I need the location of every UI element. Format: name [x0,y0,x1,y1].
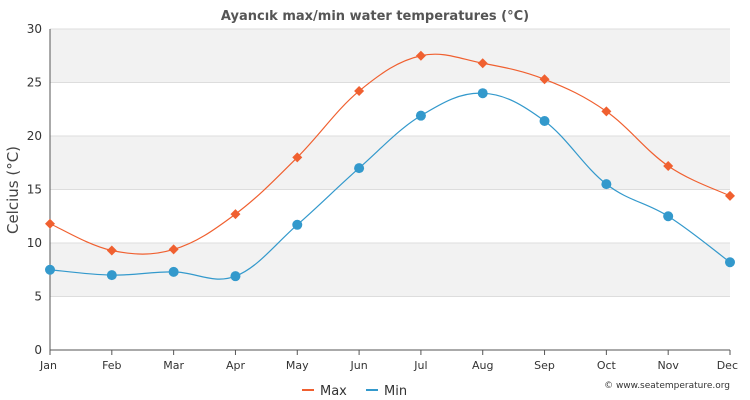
data-point-min[interactable] [354,163,365,174]
data-point-max[interactable] [45,218,55,229]
y-tick-label: 30 [27,22,42,36]
plot-band [50,82,730,136]
data-point-min[interactable] [477,88,488,99]
data-point-min[interactable] [45,264,55,275]
y-tick-label: 0 [34,343,42,357]
plot-band [50,189,730,243]
data-point-max[interactable] [292,152,303,163]
data-point-min[interactable] [539,116,550,127]
plot-band [50,136,730,190]
x-tick-label: Nov [657,359,679,372]
data-point-max[interactable] [354,86,365,97]
data-point-min[interactable] [230,271,241,282]
data-point-min[interactable] [106,270,117,281]
data-point-max[interactable] [230,209,241,220]
x-tick-label: Jul [413,359,427,372]
data-point-max[interactable] [601,106,612,117]
axes [49,29,731,355]
plot-band [50,243,730,297]
y-tick-labels: 0 5 10 15 20 25 30 [27,22,42,357]
data-point-min[interactable] [601,179,612,190]
data-point-min[interactable] [725,257,735,268]
credit-text: © www.seatemperature.org [604,381,730,391]
data-point-max[interactable] [106,245,117,256]
legend-label-max: Max [320,384,347,399]
x-tick-label: Aug [472,359,493,372]
data-point-max[interactable] [539,74,550,85]
plot-background [50,29,730,350]
x-tick-label: May [286,359,309,372]
x-tick-labels: Jan Feb Mar Apr May Jun Jul Aug Sep Oct Nov Dec [39,359,738,372]
x-tick-label: Sep [534,359,555,372]
legend-item-min[interactable]: Min [366,384,407,399]
plot-band [50,296,730,350]
y-tick-label: 10 [27,236,42,250]
x-tick-label: Mar [163,359,184,372]
legend[interactable]: Max Min [302,384,407,399]
data-point-max[interactable] [725,190,735,201]
legend-label-min: Min [384,384,407,399]
data-point-max[interactable] [663,160,674,171]
legend-item-max[interactable]: Max [302,384,347,399]
data-point-max[interactable] [415,50,426,61]
series-markers [45,50,735,282]
data-point-min[interactable] [415,110,426,121]
data-point-min[interactable] [168,266,179,277]
data-point-max[interactable] [168,244,179,255]
x-tick-label: Jan [39,359,57,372]
x-tick-label: Feb [102,359,121,372]
chart-title: Ayancık max/min water temperatures (°C) [221,9,529,24]
y-axis-label: Celcius (°C) [4,146,22,234]
plot-band [50,29,730,83]
data-point-min[interactable] [292,219,303,230]
y-tick-label: 15 [27,183,42,197]
x-tick-label: Jun [349,359,367,372]
x-tick-label: Apr [226,359,246,372]
x-tick-label: Oct [597,359,617,372]
y-tick-label: 20 [27,129,42,143]
y-tick-label: 5 [34,290,42,304]
data-point-min[interactable] [663,211,674,222]
y-tick-label: 25 [27,76,42,90]
data-point-max[interactable] [477,58,488,69]
x-tick-label: Dec [717,359,738,372]
